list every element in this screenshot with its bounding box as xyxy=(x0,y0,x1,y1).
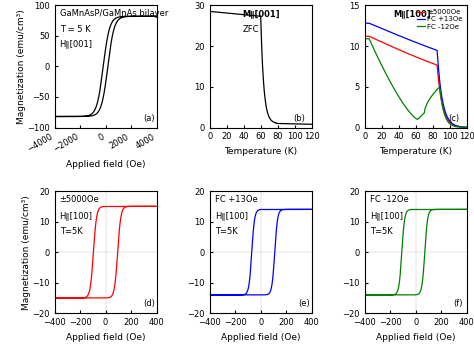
Text: (e): (e) xyxy=(299,300,310,308)
Text: (b): (b) xyxy=(293,114,305,122)
Text: (f): (f) xyxy=(454,300,463,308)
Text: T=5K: T=5K xyxy=(370,226,392,235)
Text: H∥[100]: H∥[100] xyxy=(60,210,92,220)
Legend: ±5000Oe, FC +13Oe, FC -12Oe: ±5000Oe, FC +13Oe, FC -12Oe xyxy=(416,9,464,30)
X-axis label: Applied field (Oe): Applied field (Oe) xyxy=(66,160,146,169)
Text: ZFC: ZFC xyxy=(242,25,259,34)
Text: FC -12Oe: FC -12Oe xyxy=(370,195,409,204)
Text: (a): (a) xyxy=(143,114,155,122)
Text: M∥[100]: M∥[100] xyxy=(393,9,431,18)
Text: ±5000Oe: ±5000Oe xyxy=(60,195,100,204)
X-axis label: Temperature (K): Temperature (K) xyxy=(379,147,452,156)
Text: (d): (d) xyxy=(143,300,155,308)
Text: GaMnAsP/GaMnAs bilayer: GaMnAsP/GaMnAs bilayer xyxy=(60,9,168,18)
X-axis label: Applied field (Oe): Applied field (Oe) xyxy=(66,333,146,342)
Text: T = 5 K: T = 5 K xyxy=(60,25,90,34)
Text: H∥[100]: H∥[100] xyxy=(215,210,248,220)
X-axis label: Applied field (Oe): Applied field (Oe) xyxy=(376,333,456,342)
Text: FC +13Oe: FC +13Oe xyxy=(215,195,257,204)
Text: H∥[100]: H∥[100] xyxy=(370,210,403,220)
X-axis label: Temperature (K): Temperature (K) xyxy=(224,147,297,156)
Text: T=5K: T=5K xyxy=(60,226,82,235)
Text: H∥[001]: H∥[001] xyxy=(60,39,92,49)
X-axis label: Applied field (Oe): Applied field (Oe) xyxy=(221,333,301,342)
Y-axis label: Magnetization (emu/cm³): Magnetization (emu/cm³) xyxy=(22,195,31,309)
Text: M∥[001]: M∥[001] xyxy=(242,9,280,18)
Text: (c): (c) xyxy=(448,114,460,122)
Text: T=5K: T=5K xyxy=(215,226,237,235)
Y-axis label: Magnetization (emu/cm³): Magnetization (emu/cm³) xyxy=(17,9,26,124)
